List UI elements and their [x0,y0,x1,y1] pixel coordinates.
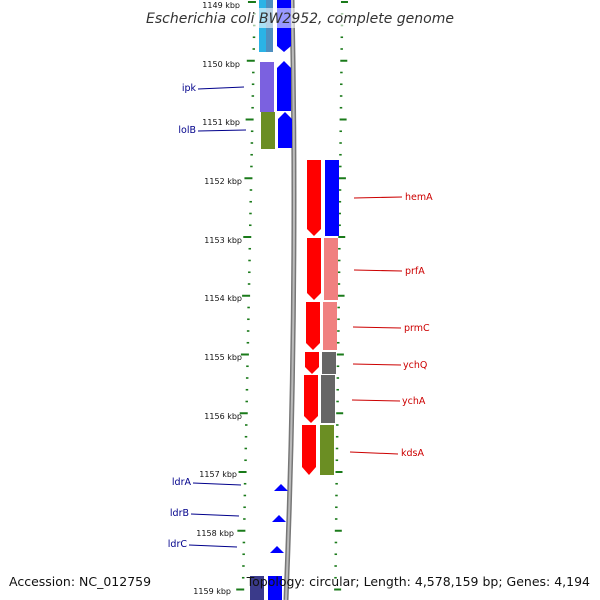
gene-cog-block[interactable] [260,62,274,112]
gene-arrow[interactable] [302,425,316,475]
gene-label-lolB[interactable]: lolB [178,125,196,136]
right-ruler [334,1,348,591]
gene-arrow[interactable] [306,302,320,350]
title-backdrop [150,8,450,28]
gene-cog-block[interactable] [261,112,275,149]
topology-text: Topology: circular; Length: 4,578,159 bp… [246,574,590,589]
gene-label-kdsA[interactable]: kdsA [401,448,424,459]
gene-cog-block[interactable] [320,425,334,475]
kbp-label: 1150 kbp [202,60,240,69]
gene-arrow[interactable] [268,576,282,600]
gene-arrow[interactable] [304,375,318,423]
gene-cog-block[interactable] [250,576,264,600]
gene-label-ldrB[interactable]: ldrB [170,508,189,519]
gene-label-ldrA[interactable]: ldrA [172,477,192,488]
reverse-track [302,160,339,475]
accession-text: Accession: NC_012759 [9,574,151,589]
gene-arrow[interactable] [277,61,291,111]
gene-cog-block[interactable] [322,352,336,374]
genome-backbone-highlight [285,0,295,600]
gene-label-line [349,451,399,455]
gene-label-line [190,513,240,517]
kbp-labels: 1149 kbp 1150 kbp 1151 kbp 1152 kbp 1153… [193,1,242,596]
kbp-label: 1157 kbp [199,470,237,479]
kbp-label: 1154 kbp [204,294,242,303]
gene-cog-block[interactable] [323,302,337,350]
gene-label-ychQ[interactable]: ychQ [403,360,427,371]
gene-label-ychA[interactable]: ychA [402,396,426,407]
gene-label-line [351,399,401,402]
gene-arrow[interactable] [305,352,319,374]
gene-arrow[interactable] [270,546,284,553]
reverse-gene-labels: hemA prfA prmC ychQ ychA kdsA [349,192,433,459]
gene-label-ipk[interactable]: ipk [182,83,197,94]
kbp-label: 1159 kbp [193,587,231,596]
gene-label-line [352,326,402,329]
gene-label-line [353,196,403,199]
gene-cog-block[interactable] [324,238,338,300]
kbp-label: 1152 kbp [204,177,242,186]
gene-cog-block[interactable] [325,160,339,236]
genome-title: Escherichia coli BW2952, complete genome [146,11,454,27]
left-ruler [236,1,256,591]
gene-label-hemA[interactable]: hemA [405,192,433,203]
gene-label-prfA[interactable]: prfA [405,266,425,277]
gene-label-line [197,129,247,132]
gene-arrow[interactable] [307,160,321,236]
kbp-label: 1149 kbp [202,1,240,10]
kbp-label: 1151 kbp [202,118,240,127]
kbp-label: 1155 kbp [204,353,242,362]
gene-label-line [192,482,242,486]
forward-track [250,0,292,600]
gene-label-line [188,544,238,548]
kbp-label: 1158 kbp [196,529,234,538]
gene-label-line [352,363,402,366]
forward-gene-labels: ipk lolB ldrA ldrB ldrC [168,83,247,550]
gene-arrow[interactable] [274,484,288,491]
gene-label-line [353,269,403,272]
gene-arrow[interactable] [278,112,292,148]
gene-arrow[interactable] [272,515,286,522]
gene-cog-block[interactable] [321,375,335,423]
kbp-label: 1156 kbp [204,412,242,421]
gene-label-prmC[interactable]: prmC [404,323,430,334]
gene-label-line [197,86,245,90]
gene-label-ldrC[interactable]: ldrC [168,539,188,550]
kbp-label: 1153 kbp [204,236,242,245]
gene-arrow[interactable] [307,238,321,300]
